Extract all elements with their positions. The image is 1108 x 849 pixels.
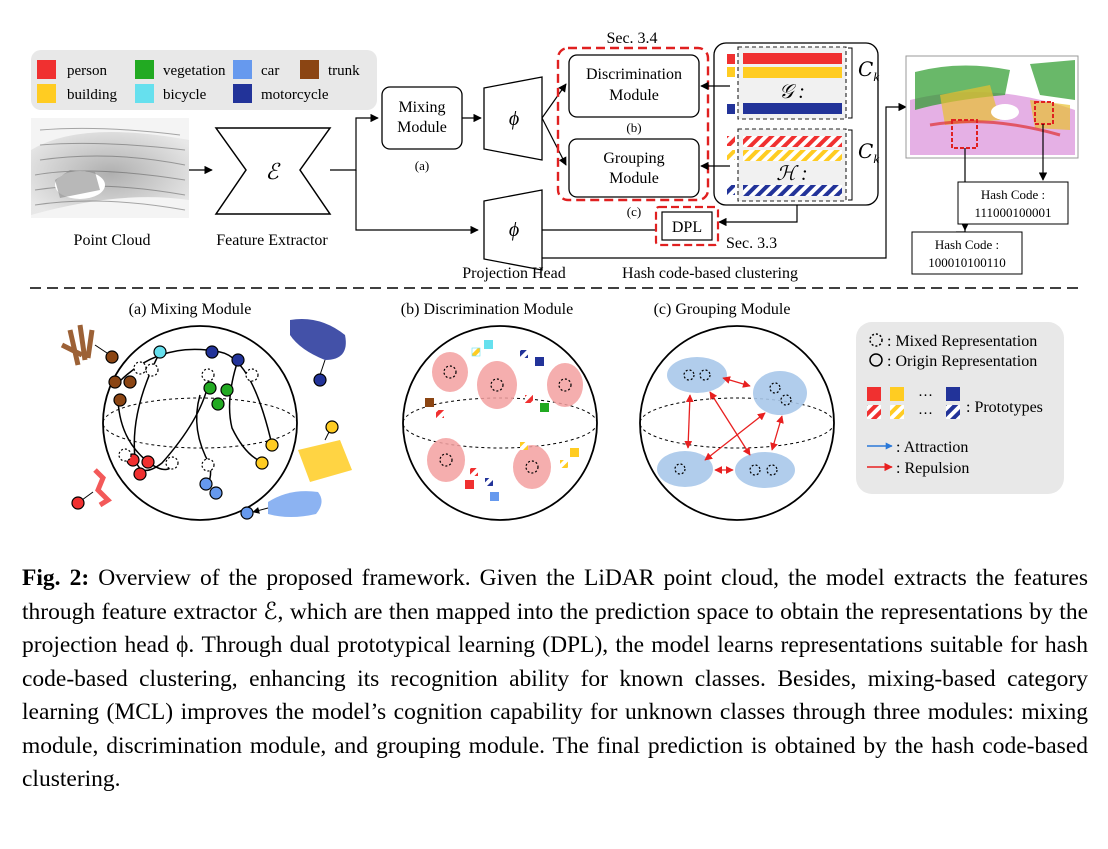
person-object	[71, 468, 112, 510]
hash-code-label-1: Hash Code :	[981, 187, 1045, 202]
panel-b-title: (b) Discrimination Module	[401, 301, 573, 318]
legend-label-bicycle: bicycle	[163, 87, 207, 103]
point-cloud-image	[31, 118, 189, 218]
discrimination-module-label-2: Module	[609, 87, 659, 104]
legend-swatch-bicycle	[135, 84, 154, 103]
hash-code-box-1	[957, 181, 1069, 225]
origin-representation-icon	[869, 353, 883, 367]
dpl-highlight	[654, 205, 720, 247]
grouping-module-label-1: Grouping	[603, 150, 664, 167]
mixing-module-box	[381, 86, 463, 150]
legend-swatch-vegetation	[135, 60, 154, 79]
key-origin: : Origin Representation	[887, 353, 1037, 370]
mixing-module-label-2: Module	[397, 119, 447, 136]
encoder-symbol: ℰ	[265, 159, 281, 184]
discrimination-module-tag: (b)	[626, 120, 641, 135]
sec-3-4-label: Sec. 3.4	[606, 30, 657, 47]
figure-caption: Fig. 2: Overview of the proposed framewo…	[22, 562, 1088, 797]
mixed-representation-icon	[869, 333, 883, 347]
panel-a-title: (a) Mixing Module	[129, 301, 252, 318]
legend-swatch-trunk	[300, 60, 319, 79]
trunk-object	[60, 324, 119, 366]
framework-figure: person vegetation car trunk building bic…	[30, 30, 1079, 521]
panel-c-title: (c) Grouping Module	[654, 301, 791, 318]
hash-code-value-1: 111000100001	[974, 205, 1051, 220]
h-symbol: ℋ :	[776, 163, 807, 185]
symbol-key: : Mixed Representation : Origin Represen…	[856, 322, 1064, 494]
sec-3-3-label: Sec. 3.3	[726, 235, 777, 252]
feature-extractor-block	[214, 127, 332, 215]
discrimination-module-label-1: Discrimination	[586, 66, 682, 83]
key-dots-bottom: ···	[918, 406, 933, 422]
legend-swatch-motorcycle	[233, 84, 252, 103]
hash-clustering-label: Hash code-based clustering	[622, 265, 798, 282]
legend-label-car: car	[261, 63, 279, 79]
motorcycle-object	[290, 319, 346, 387]
legend-label-vegetation: vegetation	[163, 63, 226, 79]
class-legend: person vegetation car trunk building bic…	[31, 50, 377, 110]
mixing-sphere	[102, 325, 298, 521]
discrimination-module-box	[568, 54, 700, 118]
segmented-output-image	[905, 55, 1079, 159]
dpl-label: DPL	[672, 219, 702, 236]
legend-label-building: building	[67, 87, 118, 103]
g-symbol: 𝒢 :	[779, 81, 805, 103]
grouping-module-box	[568, 138, 700, 198]
legend-swatch-car	[233, 60, 252, 79]
key-prototypes: : Prototypes	[966, 399, 1043, 416]
hash-code-value-2: 100010100110	[928, 255, 1006, 270]
dpl-box	[661, 211, 713, 241]
legend-swatch-building	[37, 84, 56, 103]
building-object	[298, 420, 352, 482]
ck-symbol-bottom: 𝐶k	[858, 141, 879, 166]
feature-extractor-label: Feature Extractor	[216, 232, 328, 249]
mixing-module-label-1: Mixing	[398, 99, 445, 116]
key-attraction: : Attraction	[896, 439, 968, 456]
legend-label-person: person	[67, 63, 107, 79]
legend-label-motorcycle: motorcycle	[261, 87, 329, 103]
hash-code-box-2	[911, 231, 1023, 275]
discrimination-sphere	[402, 325, 598, 521]
grouping-module-tag: (c)	[627, 204, 641, 219]
mixing-module-tag: (a)	[415, 158, 429, 173]
sec-3-4-highlight	[556, 46, 710, 202]
phi-symbol-top: ϕ	[509, 108, 519, 130]
projection-head-label: Projection Head	[462, 265, 566, 282]
caption-text: Overview of the proposed framework. Give…	[22, 565, 1088, 792]
key-repulsion: : Repulsion	[896, 460, 969, 477]
legend-label-trunk: trunk	[328, 63, 360, 79]
grouping-sphere	[639, 325, 835, 521]
car-object	[240, 491, 322, 520]
legend-swatch-person	[37, 60, 56, 79]
point-cloud-label: Point Cloud	[74, 232, 151, 249]
phi-symbol-bottom: ϕ	[509, 219, 519, 241]
ck-symbol-top: 𝐶k	[858, 59, 879, 84]
caption-label: Fig. 2:	[22, 565, 90, 591]
projection-head-top	[483, 76, 543, 161]
grouping-module-label-2: Module	[609, 170, 659, 187]
key-mixed: : Mixed Representation	[887, 333, 1037, 350]
hash-code-label-2: Hash Code :	[935, 237, 999, 252]
projection-head-bottom	[483, 189, 543, 271]
key-dots-top: ···	[918, 388, 933, 404]
